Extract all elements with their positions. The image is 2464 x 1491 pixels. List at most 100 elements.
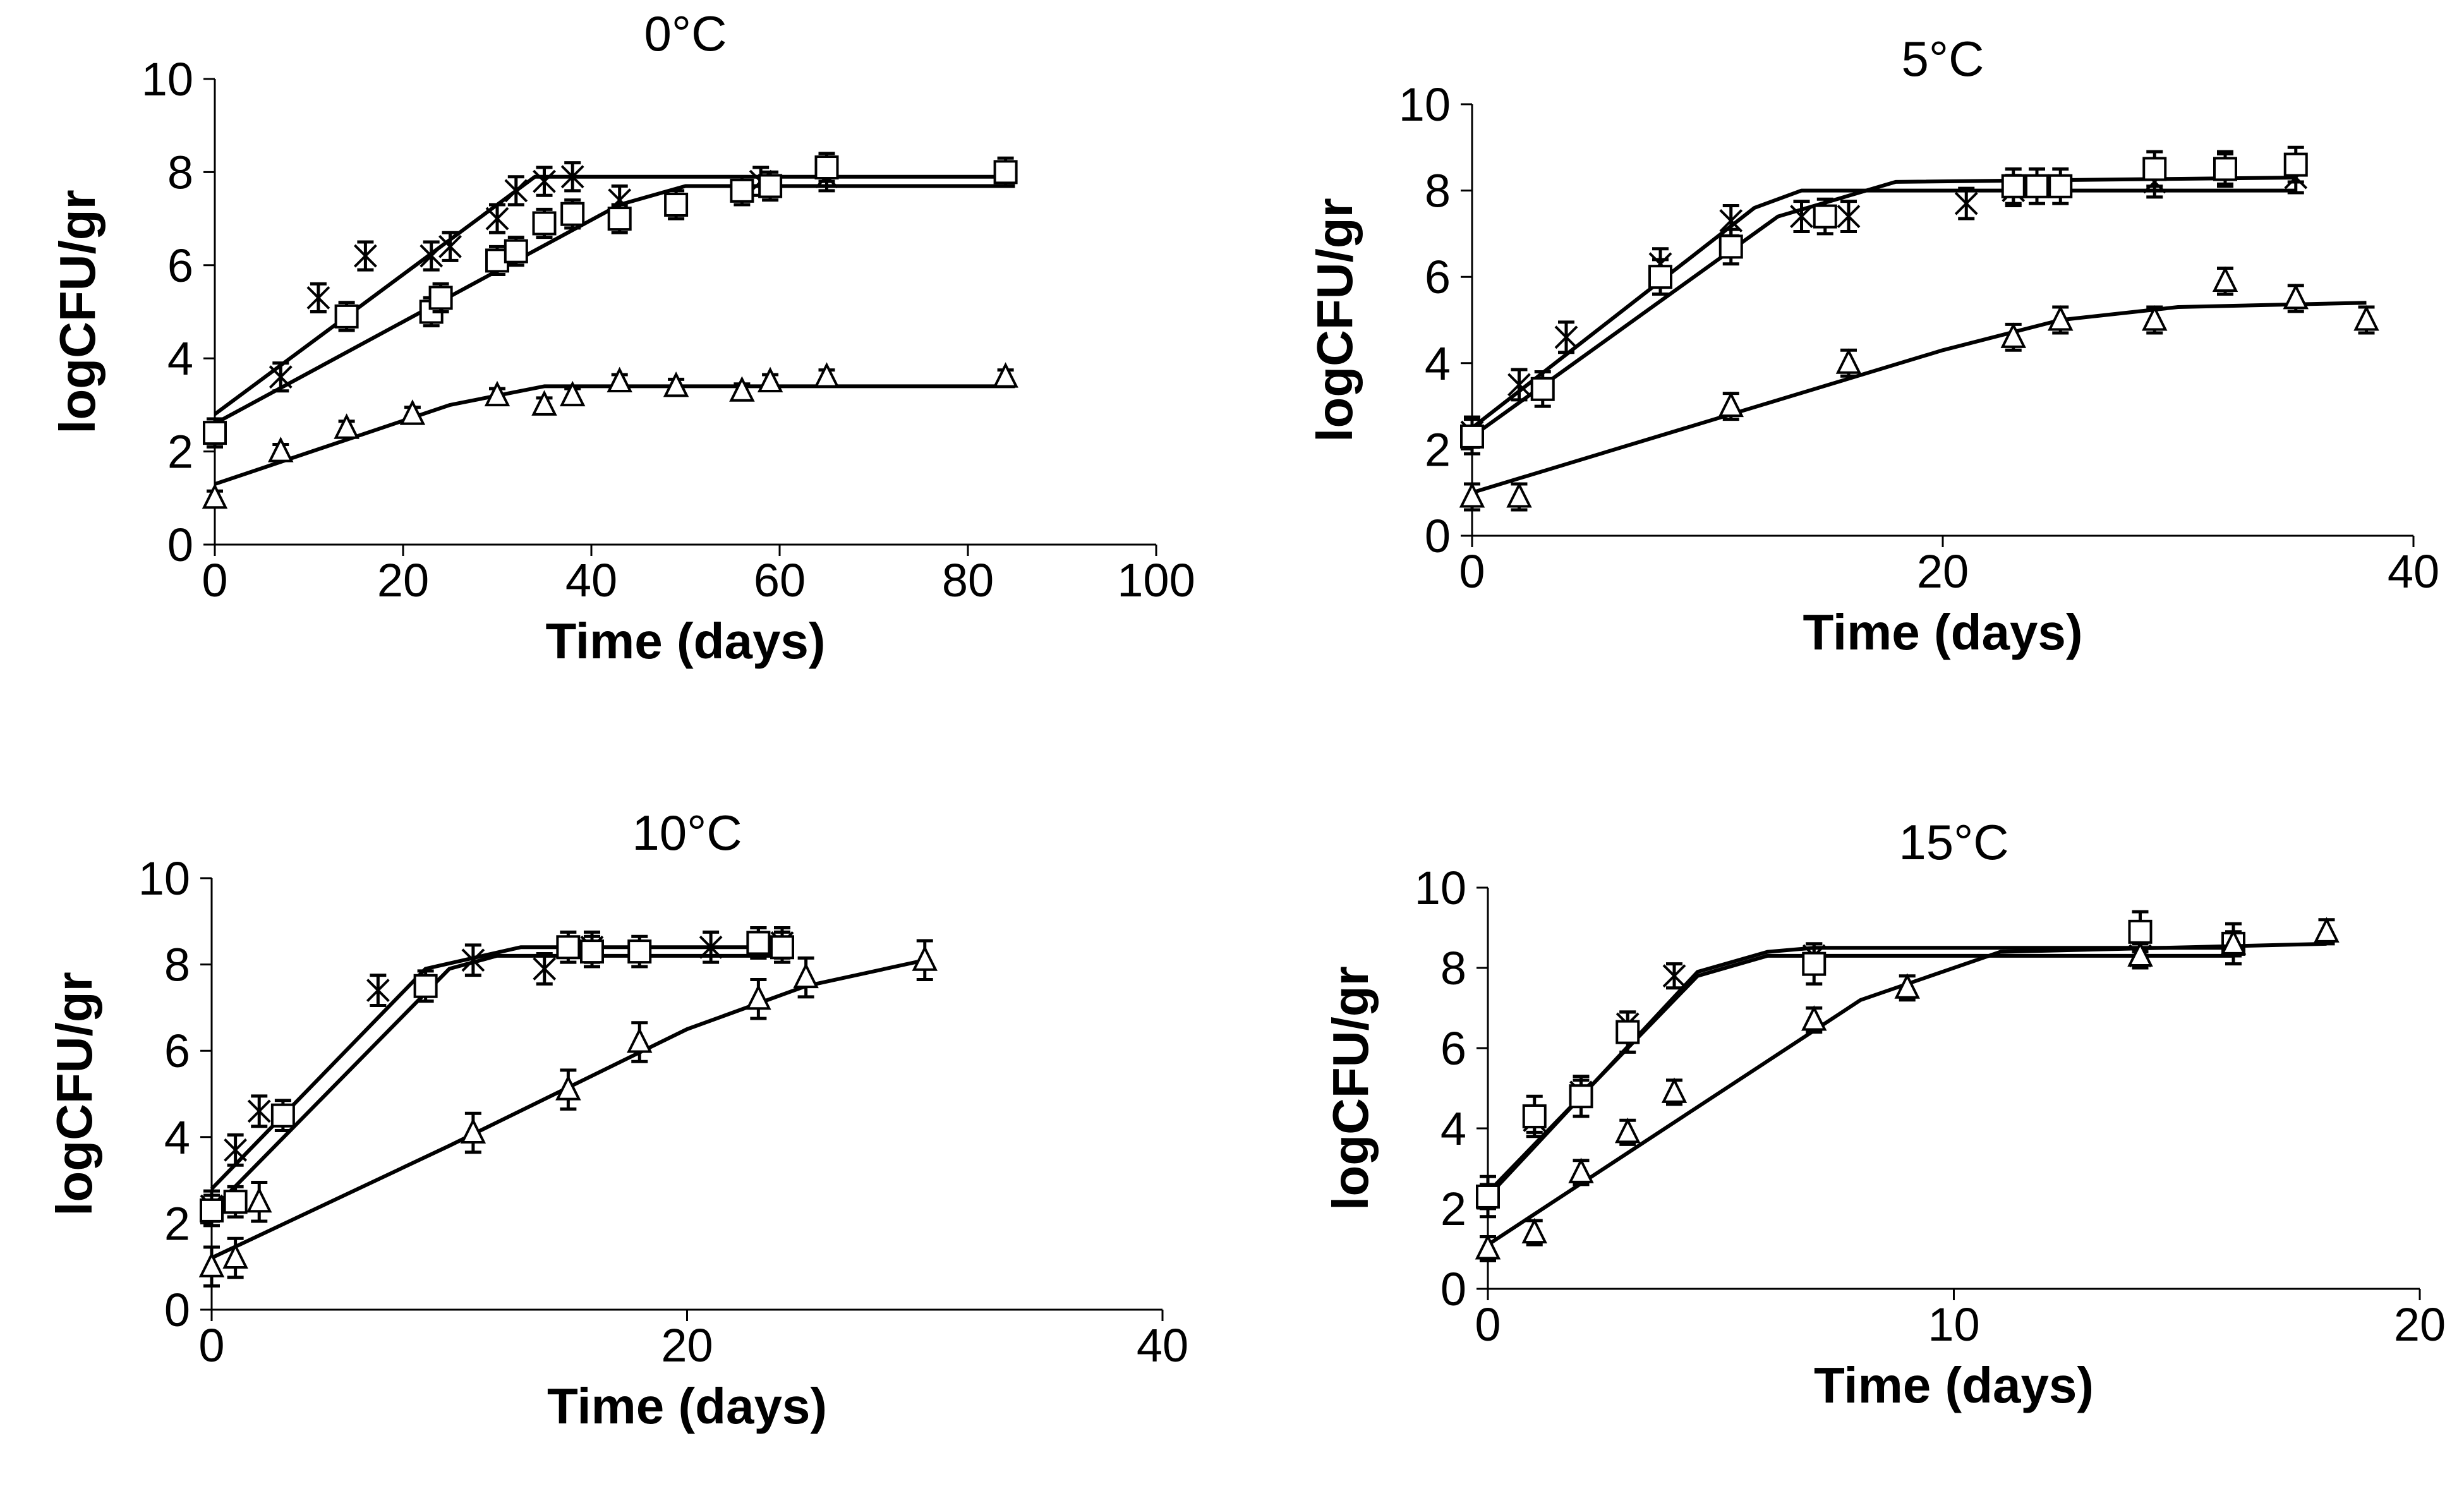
- data-point: [413, 974, 438, 998]
- data-point: [556, 935, 581, 960]
- data-point: [1837, 205, 1861, 228]
- data-point: [560, 202, 585, 226]
- data-point: [757, 366, 783, 393]
- data-point: [247, 1099, 271, 1123]
- series-square: [1460, 145, 2308, 456]
- series-triangle: [1475, 917, 2340, 1263]
- chart-panel-2: 10°C 0 2 4 6 8 10 0 20 40 Time (days) logCFU/gr: [46, 805, 1188, 1434]
- x-tick-label: 40: [565, 554, 617, 607]
- data-point: [664, 192, 689, 217]
- data-point: [814, 155, 839, 180]
- x-tick-label: 40: [1137, 1319, 1188, 1372]
- x-tick-label: 20: [1917, 545, 1969, 598]
- fit-line: [1471, 301, 2367, 495]
- x-axis-title: Time (days): [545, 613, 825, 669]
- series-x: [203, 161, 1015, 449]
- data-point: [268, 437, 294, 462]
- x-axis-title: Time (days): [547, 1378, 827, 1434]
- series-triangle: [1459, 266, 2379, 512]
- series-x: [1460, 152, 2308, 449]
- fit-line: [1487, 941, 2327, 1247]
- data-point: [2048, 305, 2074, 331]
- data-point: [366, 979, 390, 1002]
- data-point: [1954, 191, 1978, 215]
- data-point: [2213, 157, 2237, 181]
- data-point: [2220, 929, 2247, 955]
- data-point: [2283, 152, 2308, 177]
- data-point: [993, 362, 1018, 388]
- data-point: [1522, 1104, 1547, 1128]
- y-axis-title: logCFU/gr: [46, 972, 102, 1216]
- x-tick-label: 20: [2394, 1298, 2446, 1351]
- data-point: [532, 211, 557, 236]
- data-point: [334, 413, 359, 439]
- data-point: [1475, 1234, 1501, 1260]
- data-point: [485, 207, 509, 231]
- series-square: [203, 152, 1018, 449]
- data-point: [334, 304, 359, 329]
- y-tick-label: 0: [164, 1284, 190, 1336]
- fit-line: [1471, 176, 2296, 438]
- panel-title: 0°C: [644, 6, 727, 61]
- data-point: [2353, 305, 2379, 331]
- series-triangle: [202, 362, 1018, 509]
- data-point: [1569, 1084, 1593, 1109]
- fit-line: [210, 945, 782, 1190]
- x-tick-label: 80: [942, 554, 994, 607]
- x-tick-label: 10: [1928, 1298, 1979, 1351]
- series-x: [1476, 930, 2245, 1210]
- data-point: [202, 483, 228, 509]
- data-point: [560, 165, 584, 189]
- data-point: [1802, 951, 1827, 976]
- data-point: [1801, 1005, 1827, 1031]
- data-point: [2001, 174, 2026, 198]
- y-tick-label: 4: [167, 332, 193, 385]
- y-axis-title: logCFU/gr: [49, 190, 106, 434]
- data-point: [1530, 377, 1555, 401]
- data-point: [758, 174, 783, 198]
- data-point: [1648, 265, 1672, 289]
- y-tick-label: 6: [1425, 251, 1451, 303]
- data-point: [1568, 1157, 1594, 1183]
- x-tick-label: 20: [661, 1319, 713, 1372]
- series-square: [1476, 910, 2245, 1219]
- data-point: [2212, 266, 2238, 293]
- y-axis-title: logCFU/gr: [1307, 198, 1363, 442]
- data-point: [559, 380, 586, 407]
- data-point: [428, 286, 453, 310]
- data-point: [555, 1075, 581, 1101]
- data-point: [399, 399, 426, 425]
- chart-panel-1: 5°C 0 2 4 6 8 10 0 20 40 Time (days) logCFU/gr: [1307, 31, 2439, 660]
- data-point: [793, 962, 819, 989]
- data-point: [1507, 373, 1531, 397]
- panel-title: 15°C: [1899, 814, 2008, 870]
- x-tick-label: 20: [377, 554, 429, 607]
- data-point: [2025, 174, 2049, 198]
- x-tick-label: 0: [198, 1319, 224, 1372]
- y-tick-label: 4: [1425, 337, 1451, 390]
- y-tick-label: 2: [1440, 1183, 1466, 1235]
- data-point: [1506, 482, 1532, 508]
- data-point: [1521, 1217, 1547, 1244]
- data-point: [438, 234, 462, 258]
- y-tick-label: 10: [138, 852, 190, 905]
- data-point: [203, 421, 227, 445]
- series-triangle: [198, 939, 938, 1288]
- data-point: [770, 935, 794, 960]
- data-point: [1459, 482, 1485, 508]
- data-point: [461, 948, 485, 972]
- x-axis-title: Time (days): [1814, 1357, 2094, 1413]
- data-point: [246, 1186, 272, 1213]
- data-point: [627, 1027, 653, 1053]
- fit-line: [210, 953, 782, 1212]
- series-x: [200, 926, 794, 1223]
- y-tick-label: 6: [1440, 1022, 1466, 1075]
- data-point: [1554, 325, 1578, 349]
- data-point: [607, 366, 632, 393]
- chart-panel-3: 15°C 0 2 4 6 8 10 0 10 20 Time (days) logCFU/gr: [1322, 814, 2446, 1413]
- data-point: [504, 179, 528, 203]
- data-point: [223, 1190, 248, 1214]
- data-point: [1835, 348, 1862, 374]
- data-point: [1476, 1184, 1500, 1209]
